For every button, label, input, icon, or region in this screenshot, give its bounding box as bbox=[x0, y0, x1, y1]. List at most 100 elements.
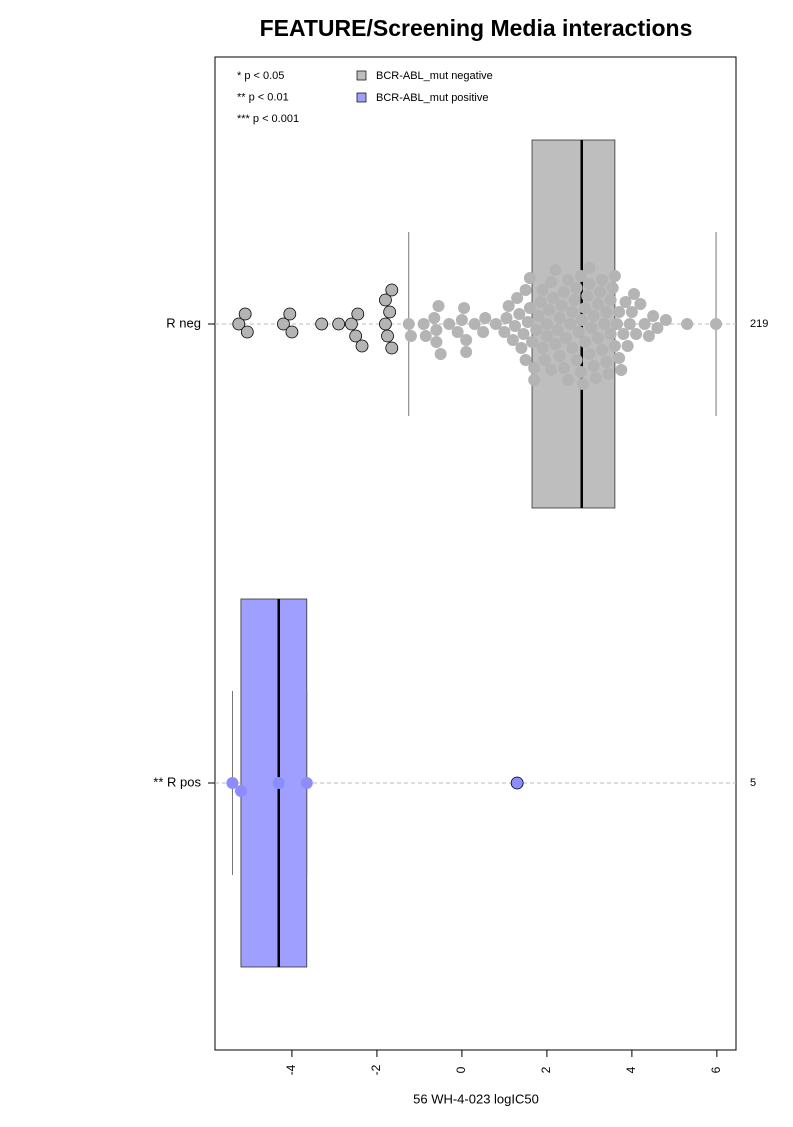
point bbox=[536, 284, 549, 296]
point bbox=[560, 332, 573, 344]
point bbox=[430, 324, 443, 336]
point bbox=[621, 340, 634, 352]
point bbox=[545, 276, 558, 288]
point bbox=[477, 326, 490, 338]
point bbox=[540, 330, 553, 342]
point bbox=[604, 328, 617, 340]
point bbox=[600, 356, 613, 368]
point bbox=[528, 362, 541, 374]
point bbox=[642, 330, 655, 342]
point bbox=[455, 314, 468, 326]
point bbox=[379, 293, 392, 307]
point bbox=[598, 318, 611, 330]
count-label: 5 bbox=[750, 777, 756, 789]
point bbox=[625, 306, 638, 318]
point bbox=[600, 306, 613, 318]
point bbox=[577, 378, 590, 390]
point bbox=[583, 348, 596, 360]
point bbox=[272, 777, 285, 789]
point bbox=[523, 272, 536, 284]
point bbox=[547, 292, 560, 304]
point bbox=[404, 330, 417, 342]
point bbox=[628, 288, 641, 300]
point bbox=[519, 284, 532, 296]
point bbox=[460, 334, 473, 346]
point bbox=[502, 300, 515, 312]
note: ** p < 0.01 bbox=[237, 91, 289, 103]
point bbox=[566, 306, 579, 318]
point bbox=[591, 298, 604, 310]
point bbox=[587, 310, 600, 322]
point bbox=[283, 307, 297, 321]
point bbox=[517, 328, 530, 340]
point bbox=[379, 317, 392, 331]
point bbox=[574, 270, 587, 282]
point bbox=[555, 300, 568, 312]
point bbox=[240, 325, 254, 339]
point bbox=[557, 362, 570, 374]
point bbox=[526, 336, 539, 348]
point bbox=[489, 318, 502, 330]
point bbox=[402, 318, 415, 330]
point bbox=[562, 374, 575, 386]
point bbox=[583, 262, 596, 274]
point bbox=[570, 354, 583, 366]
x-tick-label: 0 bbox=[454, 1066, 468, 1073]
point bbox=[557, 286, 570, 298]
point bbox=[553, 312, 566, 324]
point bbox=[511, 292, 524, 304]
point bbox=[460, 346, 473, 358]
point bbox=[540, 318, 553, 330]
point bbox=[523, 302, 536, 314]
point bbox=[681, 318, 694, 330]
point bbox=[419, 330, 432, 342]
point bbox=[285, 325, 299, 339]
point bbox=[234, 785, 247, 797]
point bbox=[568, 294, 581, 306]
point bbox=[630, 328, 643, 340]
point bbox=[515, 342, 528, 354]
point bbox=[647, 310, 660, 322]
point bbox=[498, 326, 511, 338]
point bbox=[608, 270, 621, 282]
point bbox=[596, 274, 609, 286]
point bbox=[545, 364, 558, 376]
count-label: 219 bbox=[750, 318, 768, 330]
y-tick-label: ** R pos bbox=[153, 774, 201, 789]
point bbox=[611, 318, 624, 330]
point bbox=[579, 336, 592, 348]
x-tick-label: 6 bbox=[709, 1066, 723, 1073]
point bbox=[385, 341, 399, 355]
note: * p < 0.05 bbox=[237, 70, 284, 82]
point bbox=[532, 310, 545, 322]
point bbox=[277, 317, 290, 331]
legend-label: BCR-ABL_mut positive bbox=[376, 92, 489, 104]
point bbox=[549, 338, 562, 350]
point bbox=[574, 366, 587, 378]
point bbox=[509, 320, 522, 332]
point bbox=[587, 360, 600, 372]
point bbox=[238, 307, 252, 321]
x-tick-label: 4 bbox=[624, 1066, 638, 1073]
point bbox=[589, 372, 602, 384]
point bbox=[534, 296, 547, 308]
point bbox=[553, 350, 566, 362]
point bbox=[443, 318, 456, 330]
point bbox=[349, 329, 363, 343]
point bbox=[500, 312, 513, 324]
legend-label: BCR-ABL_mut negative bbox=[376, 70, 493, 82]
legend-swatch bbox=[356, 70, 367, 81]
legend-swatch bbox=[356, 92, 367, 103]
point bbox=[710, 318, 723, 330]
point bbox=[572, 326, 585, 338]
y-tick-label: R neg bbox=[166, 315, 201, 330]
point bbox=[638, 318, 651, 330]
point bbox=[345, 317, 358, 331]
point bbox=[562, 274, 575, 286]
point bbox=[619, 296, 632, 308]
point bbox=[226, 777, 239, 789]
chart-title: FEATURE/Screening Media interactions bbox=[260, 15, 693, 41]
point bbox=[615, 364, 628, 376]
point bbox=[617, 328, 630, 340]
